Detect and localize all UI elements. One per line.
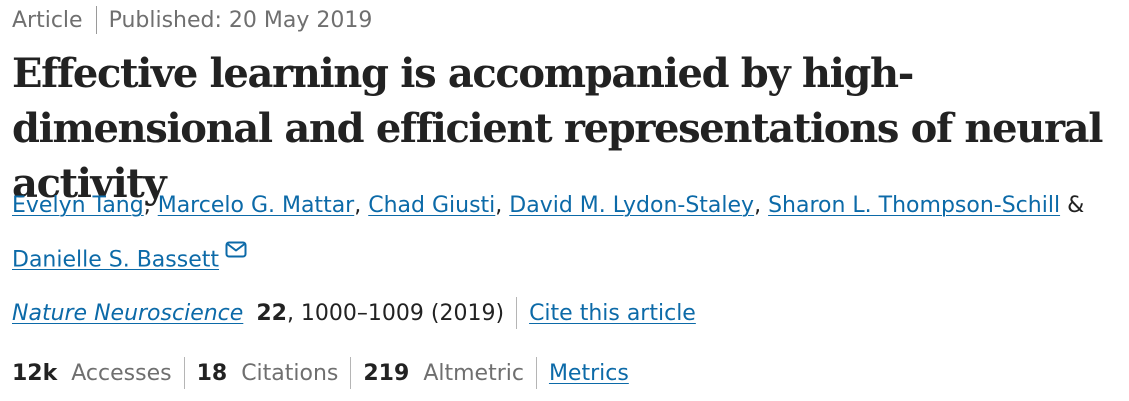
meta-divider [95,6,97,34]
author-link[interactable]: Marcelo G. Mattar [157,193,355,218]
author-separator: , [143,193,151,218]
article-title: Effective learning is accompanied by hig… [12,50,1103,207]
author-link[interactable]: Sharon L. Thompson-Schill [768,193,1061,218]
author-separator: , [754,193,762,218]
citations-count: 18 [196,360,228,386]
author-link[interactable]: David M. Lydon-Staley [509,193,755,218]
metrics-divider [183,357,185,389]
accesses-label: Accesses [71,360,172,386]
article-meta: Article Published: 20 May 2019 [12,5,372,35]
cite-this-article-link[interactable]: Cite this article [529,300,696,326]
author-link[interactable]: Chad Giusti [368,193,496,218]
published-label: Published: [108,7,222,33]
article-type: Article [12,7,83,33]
metrics-divider [535,357,537,389]
citations-label: Citations [241,360,339,386]
metrics-divider [350,357,352,389]
author-link[interactable]: Evelyn Tang [12,193,144,218]
altmetric-label: Altmetric [423,360,524,386]
journal-volume: 22 [256,300,287,326]
accesses-count: 12k [12,360,58,386]
journal-link[interactable]: Nature Neuroscience [12,300,244,326]
citation-divider [516,297,518,329]
author-separator: , [495,193,503,218]
altmetric-count: 219 [363,360,410,386]
metrics-link[interactable]: Metrics [548,360,629,386]
metrics-bar: 12k Accesses 18 Citations 219 Altmetric … [12,356,629,390]
citation-line: Nature Neuroscience 22, 1000–1009 (2019)… [12,296,696,330]
author-list: Evelyn Tang, Marcelo G. Mattar, Chad Giu… [12,183,1122,283]
author-separator: , [354,193,362,218]
mail-icon[interactable] [225,229,247,275]
author-joiner: & [1067,193,1085,218]
published-date: 20 May 2019 [228,7,373,33]
author-link[interactable]: Danielle S. Bassett [12,247,220,273]
journal-pages-year: , 1000–1009 (2019) [286,300,505,326]
